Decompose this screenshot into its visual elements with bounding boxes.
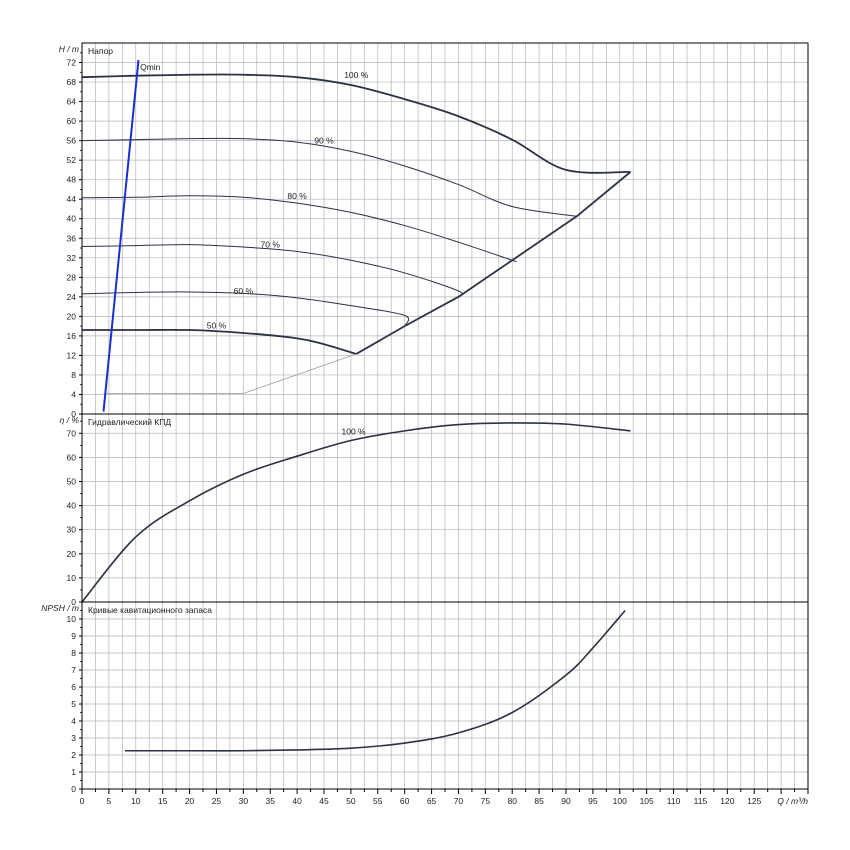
head-curve-50 <box>82 328 357 355</box>
x-tick-label: 115 <box>694 796 708 806</box>
y-tick-label: 28 <box>67 272 77 282</box>
x-tick-label: 75 <box>481 796 491 806</box>
y-tick-label: 8 <box>71 648 76 658</box>
x-tick-label: 65 <box>427 796 437 806</box>
y-tick-label: 30 <box>67 525 77 535</box>
y-tick-label: 1 <box>71 767 76 777</box>
y-tick-label: 40 <box>67 214 77 224</box>
y-axis-label: NPSH / m <box>41 603 79 613</box>
curve-label: Qmin <box>140 62 161 72</box>
y-tick-label: 6 <box>71 682 76 692</box>
y-tick-label: 7 <box>71 665 76 675</box>
x-tick-label: 85 <box>534 796 544 806</box>
head-curve-90 <box>81 137 577 217</box>
x-tick-label: 35 <box>265 796 275 806</box>
x-tick-label: 55 <box>373 796 383 806</box>
y-tick-label: 70 <box>67 428 77 438</box>
y-tick-label: 20 <box>67 549 77 559</box>
x-tick-label: 10 <box>131 796 141 806</box>
y-tick-label: 60 <box>67 452 77 462</box>
curve-label: 100 % <box>344 70 369 80</box>
x-tick-label: 90 <box>561 796 571 806</box>
y-tick-label: 0 <box>71 409 76 419</box>
y-tick-label: 50 <box>67 476 77 486</box>
x-tick-label: 50 <box>346 796 356 806</box>
x-tick-label: 125 <box>747 796 761 806</box>
y-tick-label: 4 <box>71 716 76 726</box>
y-tick-label: 64 <box>67 97 77 107</box>
panel-title: Кривые кавитационного запаса <box>88 605 212 615</box>
x-tick-label: 0 <box>80 796 85 806</box>
y-tick-label: 4 <box>71 389 76 399</box>
boundary-curve <box>355 171 632 355</box>
x-tick-label: 120 <box>720 796 734 806</box>
x-tick-label: 110 <box>667 796 681 806</box>
y-axis-label: H / m <box>59 44 79 54</box>
y-tick-label: 10 <box>67 573 77 583</box>
curve-label: 60 % <box>234 286 254 296</box>
x-tick-label: 15 <box>158 796 168 806</box>
x-tick-label: 100 <box>613 796 627 806</box>
y-tick-label: 68 <box>67 77 77 87</box>
npsh-curve <box>125 609 626 752</box>
min-speed-curve <box>103 353 357 394</box>
y-tick-label: 32 <box>67 253 77 263</box>
x-tick-label: 20 <box>185 796 195 806</box>
x-tick-label: 95 <box>588 796 598 806</box>
y-tick-label: 24 <box>67 292 77 302</box>
curve-label: 50 % <box>207 321 227 331</box>
x-tick-label: 25 <box>212 796 222 806</box>
y-tick-label: 2 <box>71 750 76 760</box>
y-tick-label: 12 <box>67 350 77 360</box>
head-curve-100 <box>81 73 631 174</box>
y-tick-label: 9 <box>71 631 76 641</box>
y-tick-label: 48 <box>67 175 77 185</box>
x-tick-label: 40 <box>292 796 302 806</box>
y-tick-label: 56 <box>67 136 77 146</box>
head-curve-60 <box>81 291 410 327</box>
y-tick-label: 40 <box>67 501 77 511</box>
efficiency-curve <box>81 422 631 603</box>
y-tick-label: 16 <box>67 331 77 341</box>
curve-label: 90 % <box>314 136 334 146</box>
x-tick-label: 45 <box>319 796 329 806</box>
x-tick-label: 60 <box>400 796 410 806</box>
y-tick-label: 10 <box>67 614 77 624</box>
x-axis-label: Q / m³/h <box>777 796 808 806</box>
panel-title: Напор <box>88 46 113 56</box>
y-tick-label: 60 <box>67 116 77 126</box>
x-tick-label: 5 <box>107 796 112 806</box>
head-curve-80 <box>81 195 517 263</box>
y-tick-label: 5 <box>71 699 76 709</box>
x-tick-label: 30 <box>239 796 249 806</box>
y-tick-label: 72 <box>67 58 77 68</box>
y-axis-label: η / % <box>60 415 80 425</box>
curve-label: 100 % <box>342 426 367 436</box>
y-tick-label: 3 <box>71 733 76 743</box>
x-tick-label: 80 <box>507 796 517 806</box>
y-tick-label: 44 <box>67 194 77 204</box>
y-tick-label: 36 <box>67 233 77 243</box>
x-tick-label: 70 <box>454 796 464 806</box>
curve-label: 70 % <box>261 240 281 250</box>
y-tick-label: 20 <box>67 311 77 321</box>
y-tick-label: 52 <box>67 155 77 165</box>
y-tick-label: 0 <box>71 784 76 794</box>
head-curve-70 <box>81 244 463 298</box>
y-tick-label: 8 <box>71 370 76 380</box>
curve-label: 80 % <box>287 191 307 201</box>
qmin-line <box>102 59 140 412</box>
x-tick-label: 105 <box>640 796 654 806</box>
y-tick-label: 0 <box>71 597 76 607</box>
panel-title: Гидравлический КПД <box>88 417 171 427</box>
